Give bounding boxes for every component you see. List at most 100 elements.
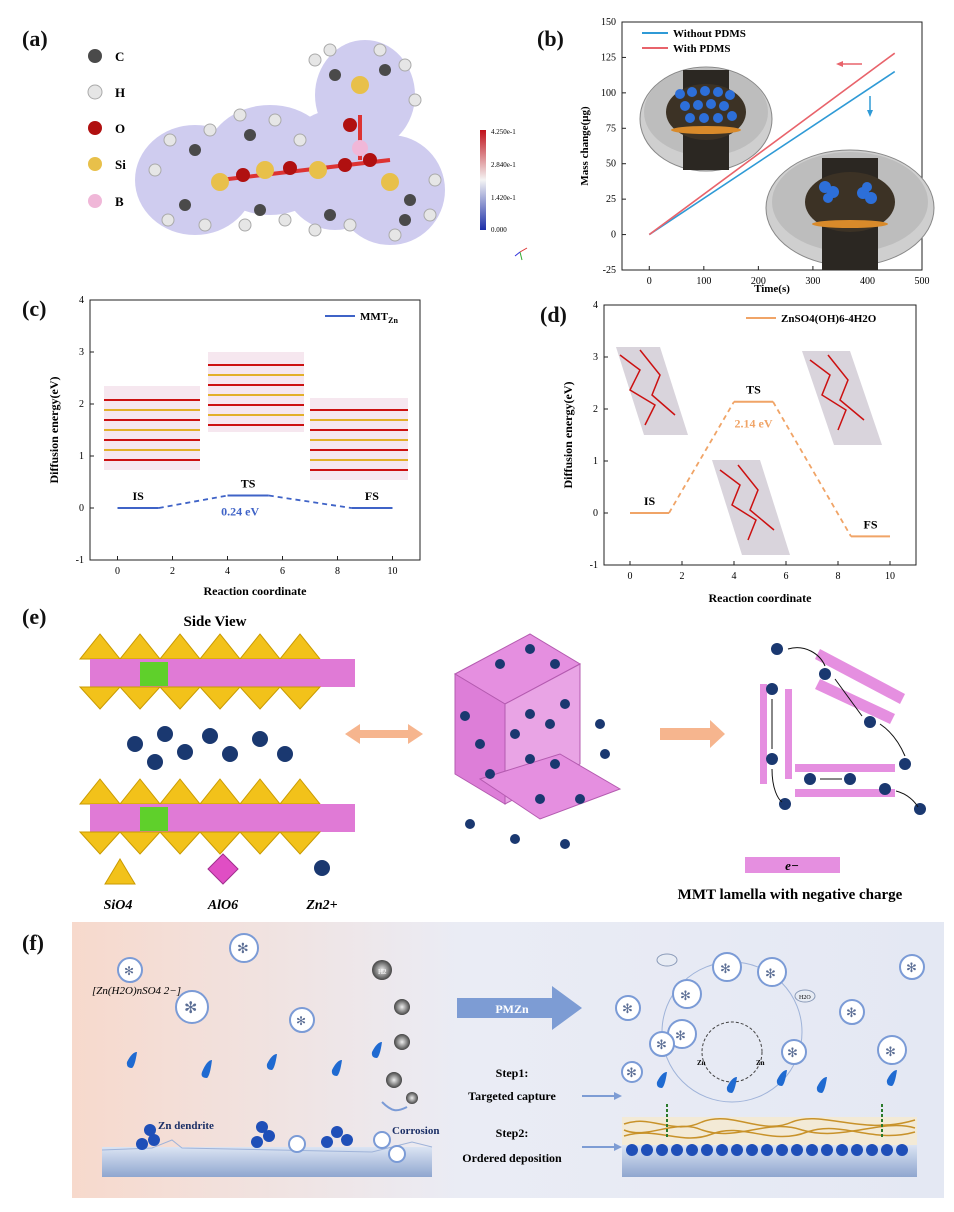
label-fs-c: FS (365, 489, 379, 503)
ytick-label: 125 (601, 52, 616, 63)
label-is-d: IS (644, 494, 656, 508)
svg-text:✻: ✻ (906, 960, 917, 975)
xtick-label: 4 (732, 571, 737, 582)
legend-without-pdms: Without PDMS (673, 28, 746, 40)
molecule-atoms (148, 43, 442, 242)
colorbar-tick-2: 2.840e-1 (491, 161, 516, 169)
colorbar-tick-4: 0.000 (491, 226, 507, 234)
inset-without-pdms (765, 149, 935, 270)
svg-text:✻: ✻ (680, 988, 691, 1003)
alo6-label: AlO6 (207, 898, 238, 913)
dendrites (136, 1121, 353, 1150)
panel-label-b: (b) (537, 26, 564, 51)
zn-anode-left (102, 1147, 432, 1177)
energy-path-1 (268, 494, 352, 509)
alo6-icon (207, 853, 239, 885)
xtick-label: 2 (680, 571, 685, 582)
pmzn-arrow (457, 986, 582, 1030)
zn-ions-interlayer (127, 726, 293, 770)
ytick-label: 1 (79, 451, 84, 462)
panel-label-d: (d) (540, 302, 567, 327)
ytick-label: 3 (593, 352, 598, 363)
solvated-complexes-right (615, 952, 925, 1083)
ytick-label: 1 (593, 456, 598, 467)
zn-label-1: Zn (697, 1059, 706, 1067)
ytick-label: 50 (606, 159, 616, 170)
corrosion-label: Corrosion (392, 1125, 439, 1137)
ytick-label: 0 (79, 503, 84, 514)
step2-title: Step2: (496, 1126, 529, 1140)
ytick-label: 0 (593, 508, 598, 519)
crystal-fs (310, 398, 408, 480)
h2-label: H2 (378, 968, 387, 976)
xtick-label: 4 (225, 566, 230, 577)
crystal-d-is (616, 347, 688, 435)
label-is-c: IS (132, 489, 144, 503)
xtick-label: 6 (280, 566, 285, 577)
legend-c: C (115, 49, 124, 64)
ytick-label: 4 (79, 295, 84, 306)
sio4-label: SiO4 (104, 898, 133, 913)
legend-with-pdms: With PDMS (673, 43, 731, 55)
energy-path-0 (668, 401, 735, 514)
svg-text:✻: ✻ (885, 1044, 896, 1059)
panel-label-c: (c) (22, 296, 47, 321)
right-arrow-icon (660, 720, 725, 748)
ylabel-d: Diffusion energy(eV) (561, 382, 575, 489)
zn-drops-left (126, 1042, 382, 1078)
xtick-label: 500 (915, 276, 930, 287)
svg-text:✻: ✻ (720, 961, 731, 976)
xtick-label: 0 (647, 276, 652, 287)
chart-c: 0 2 4 6 8 10 -1 0 1 2 3 4 MMTZn IS TS (47, 295, 421, 598)
xlabel-b: Time(s) (754, 283, 790, 295)
ytick-label: 2 (593, 404, 598, 415)
solvated-complexes-left (117, 933, 315, 1033)
series-line-1 (648, 52, 896, 236)
xtick-label: 2 (170, 566, 175, 577)
legend-si: Si (115, 157, 126, 172)
zn-dendrite-label: Zn dendrite (158, 1120, 214, 1132)
pmzn-layer (622, 1117, 917, 1145)
barrier-d: 2.14 eV (735, 417, 773, 431)
mmt-house-of-cards (453, 633, 622, 849)
xtick-label: 0 (115, 566, 120, 577)
plot-frame-b (621, 21, 923, 271)
legend-znso4: ZnSO4(OH)6-4H2O (781, 313, 877, 325)
pmzn-label: PMZn (495, 1002, 529, 1016)
legend-mmt: MMTZn (360, 311, 398, 325)
h2o-molecule (794, 989, 816, 1003)
lamella-transport (760, 643, 926, 815)
ordered-deposits (626, 1144, 908, 1156)
ylabel-b: Mass change(μg) (579, 106, 591, 186)
xtick-label: 8 (335, 566, 340, 577)
legend-o: O (115, 121, 125, 136)
xtick-label: 6 (784, 571, 789, 582)
mmt-layer-top (78, 633, 355, 710)
barrier-c: 0.24 eV (221, 505, 259, 519)
corrosion-arrow (381, 1101, 408, 1112)
colorbar-tick-1: 4.250e-1 (491, 128, 516, 136)
series-line-0 (648, 70, 896, 236)
molecule-surface (135, 40, 445, 245)
double-arrow-icon (345, 724, 423, 744)
sio4-icon (104, 858, 136, 885)
legend-h: H (115, 85, 125, 100)
svg-text:✻: ✻ (622, 1001, 633, 1016)
panel-label-a: (a) (22, 26, 48, 51)
svg-text:✻: ✻ (765, 966, 776, 981)
svg-text:✻: ✻ (124, 964, 134, 978)
panel-label-f: (f) (22, 930, 44, 955)
svg-text:✻: ✻ (656, 1037, 667, 1052)
mmt-caption: MMT lamella with negative charge (678, 887, 903, 903)
ytick-label: 4 (593, 300, 598, 311)
svg-text:✻: ✻ (296, 1014, 306, 1028)
legend-b: B (115, 194, 124, 209)
svg-text:✻: ✻ (237, 942, 249, 957)
zn-ion-label: Zn2+ (305, 898, 337, 913)
h2-bubbles (372, 960, 418, 1104)
side-view-title: Side View (184, 614, 247, 630)
svg-text:✻: ✻ (846, 1005, 857, 1020)
mmt-layer-bottom (78, 778, 355, 855)
